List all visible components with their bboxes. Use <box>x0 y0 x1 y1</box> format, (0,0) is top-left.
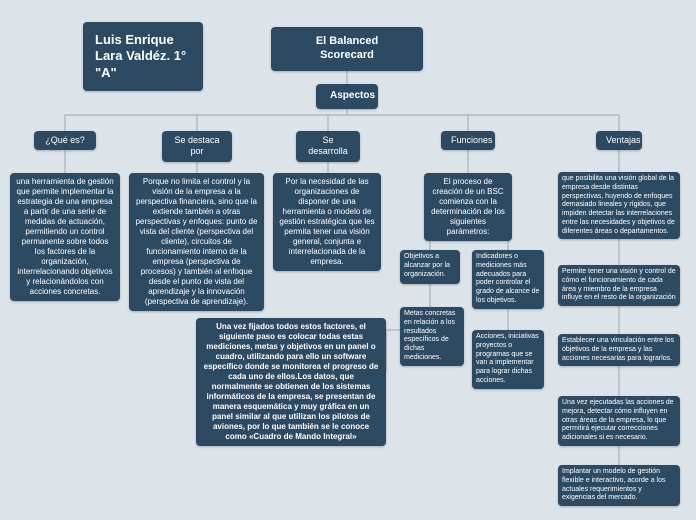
detail-desarrolla: Por la necesidad de las organizaciones d… <box>273 173 381 271</box>
cat-que: ¿Qué es? <box>34 131 96 150</box>
cat-ventajas: Ventajas <box>596 131 642 150</box>
vent1: que posibilita una visión global de la e… <box>558 172 680 239</box>
vent5: Implantar un modelo de gestión flexible … <box>558 465 680 506</box>
subtitle-box: Aspectos <box>316 84 378 109</box>
detail-que: una herramienta de gestión que permite i… <box>10 173 120 301</box>
author-box: Luis Enrique Lara Valdéz. 1° "A" <box>83 22 203 91</box>
func3: Metas concretas en relación a los result… <box>400 307 464 366</box>
cat-funciones: Funciones <box>441 131 495 150</box>
func2: Indicadores o mediciones más adecuados p… <box>472 250 544 309</box>
title-box: El Balanced Scorecard <box>271 27 423 71</box>
vent4: Una vez ejecutadas las acciones de mejor… <box>558 396 680 446</box>
cat-desarrolla: Se desarrolla <box>296 131 360 162</box>
func-summary: Una vez fijados todos estos factores, el… <box>196 318 386 446</box>
func4: Acciones, iniciativas proyectos o progra… <box>472 330 544 389</box>
cat-destaca: Se destaca por <box>162 131 232 162</box>
func1: Objetivos a alcanzar por la organización… <box>400 250 460 284</box>
vent3: Establecer una vinculación entre los obj… <box>558 334 680 366</box>
detail-destaca: Porque no limita el control y la visión … <box>129 173 264 311</box>
detail-func-intro: El proceso de creación de un BSC comienz… <box>424 173 512 241</box>
vent2: Permite tener una visión y control de có… <box>558 265 680 306</box>
